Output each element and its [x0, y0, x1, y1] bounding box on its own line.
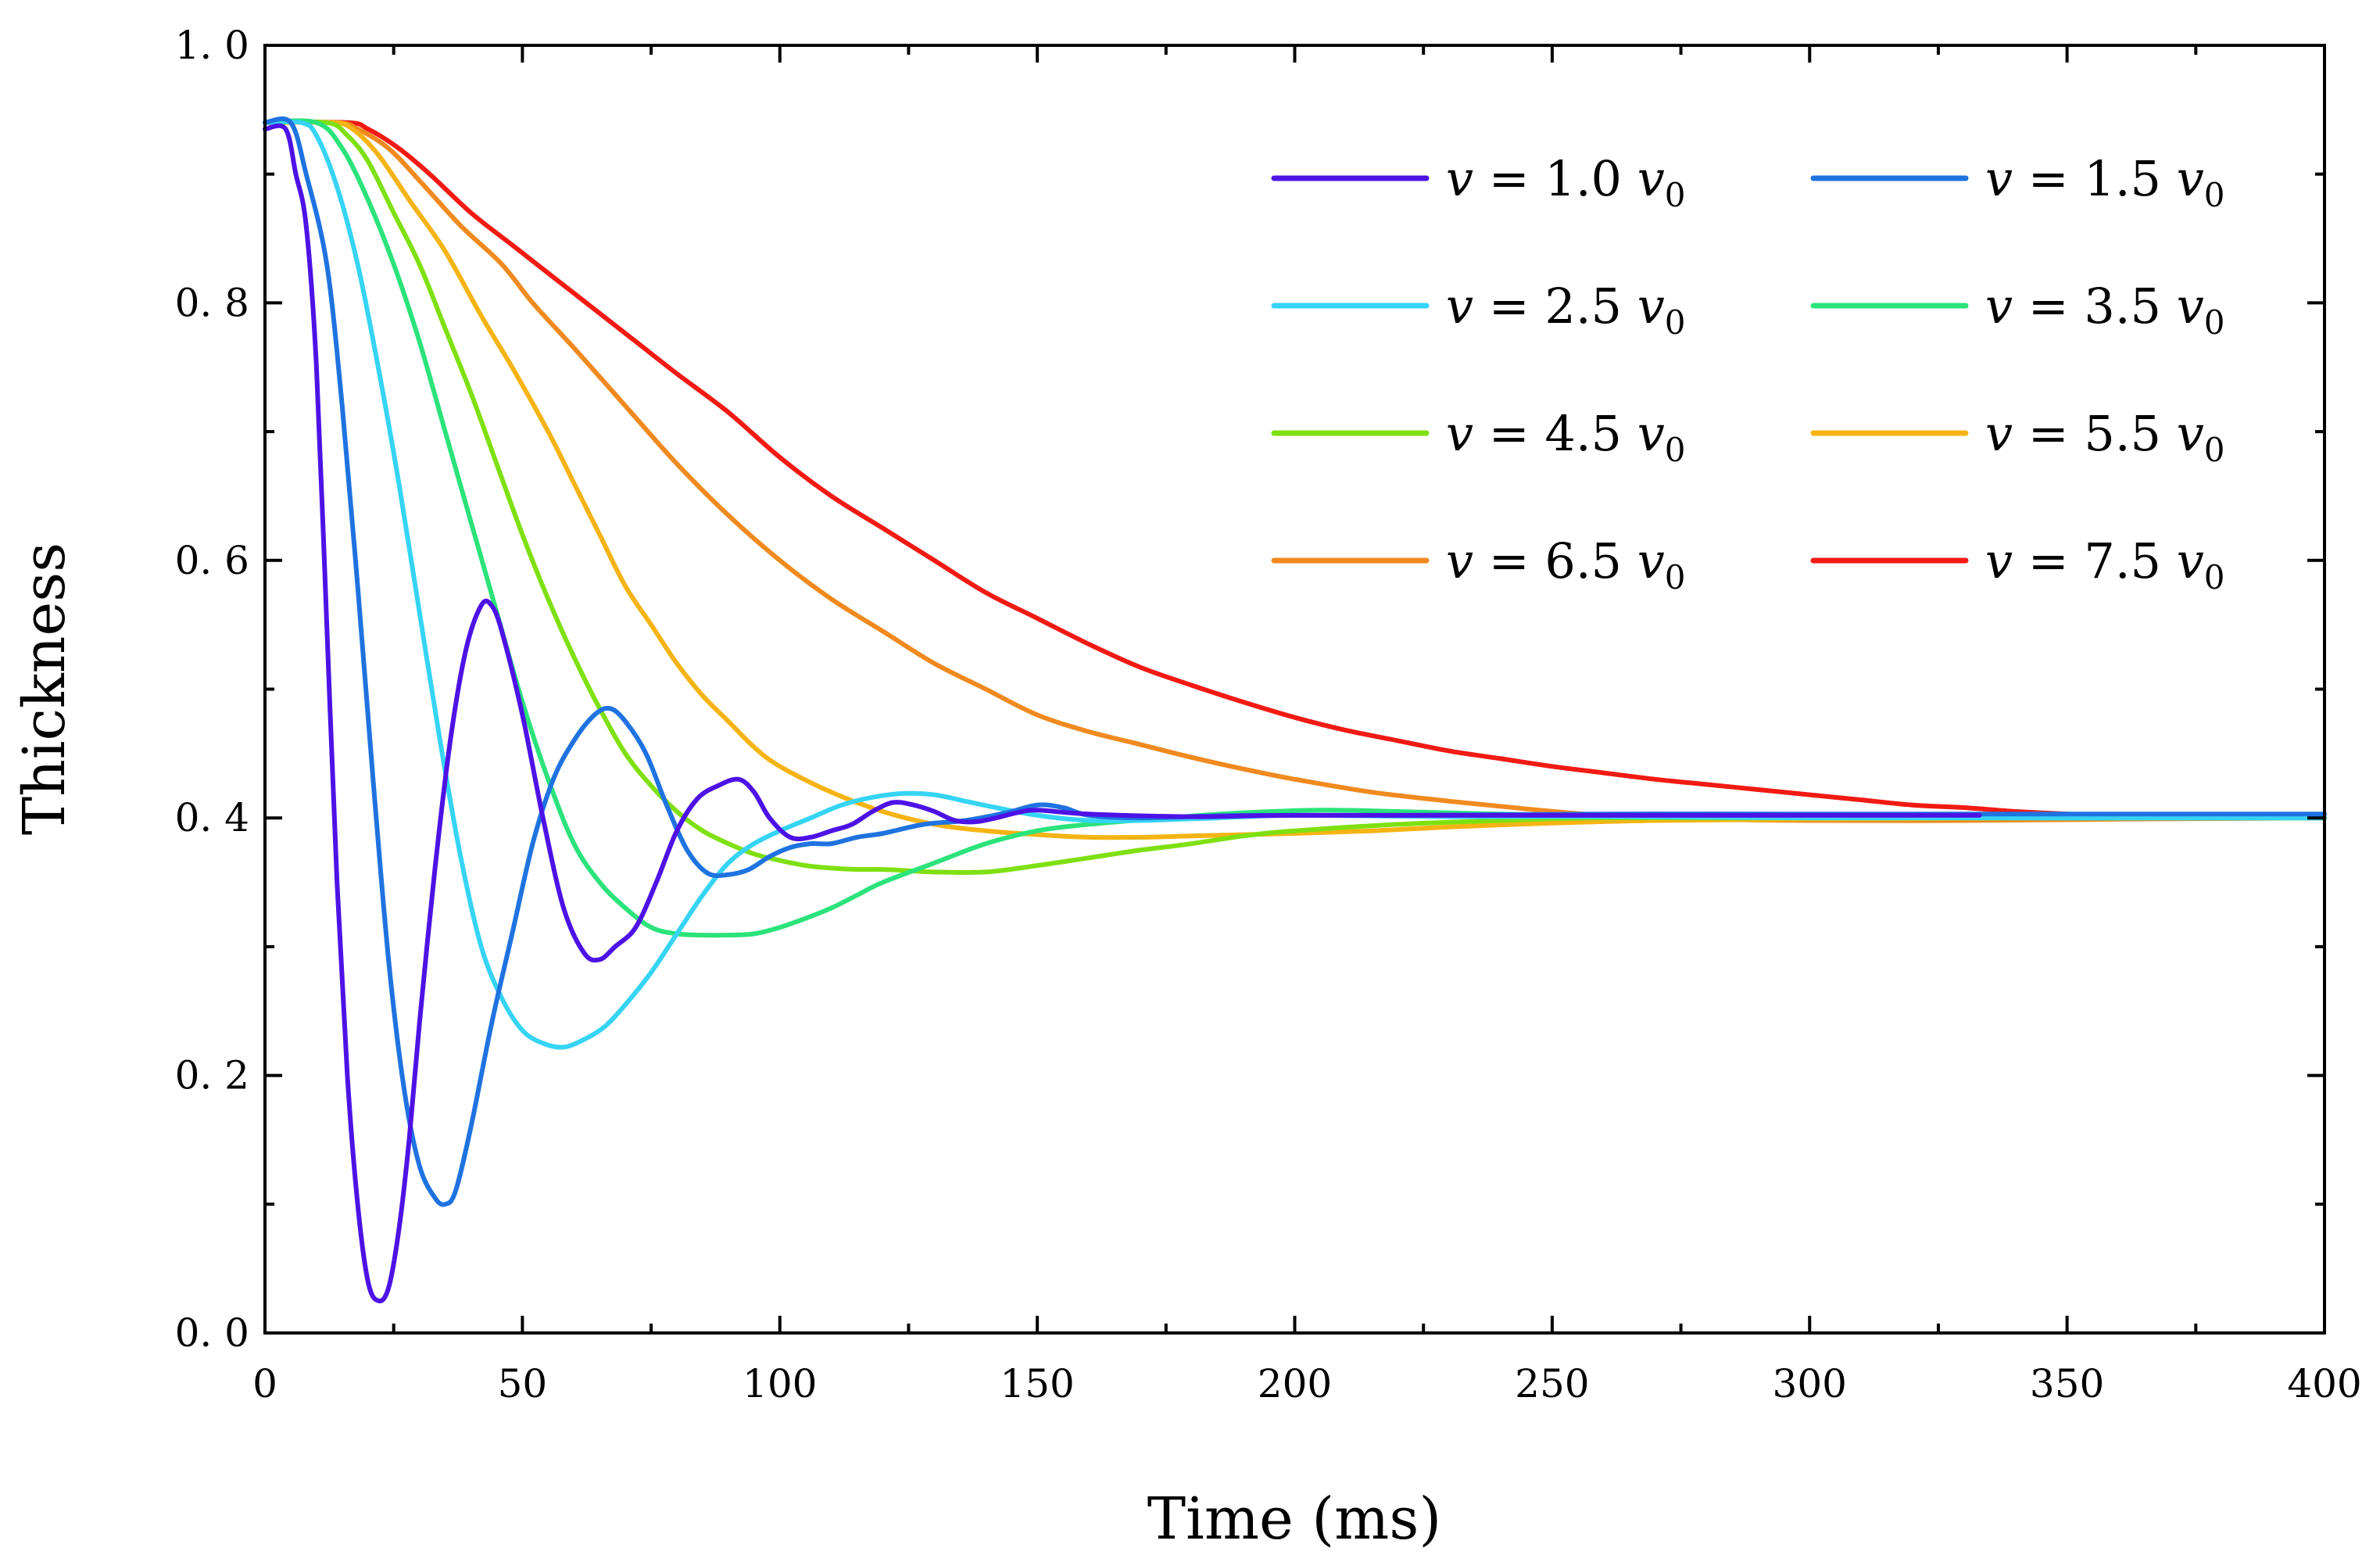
- tick-layer: 0 50 100 150 200 250 300 350 400 0. 0 0. 2 0. 4 0. 6…: [175, 23, 2362, 1406]
- x-tick-label: 300: [1773, 1361, 1847, 1406]
- y-tick-label: 0. 4: [175, 795, 249, 840]
- legend-entry-7: v = 7.5 v0: [1810, 532, 2224, 597]
- legend-label: v = 7.5 v0: [1985, 532, 2224, 597]
- x-tick-label: 0: [252, 1361, 277, 1406]
- series-layer: [263, 116, 2327, 1304]
- series-line-0: [263, 123, 1982, 1304]
- legend-entry-0: v = 1.0 v0: [1271, 150, 1685, 214]
- legend-label: v = 3.5 v0: [1985, 278, 2224, 342]
- x-axis-title: Time (ms): [1147, 1485, 1441, 1551]
- x-tick-label: 150: [1000, 1361, 1074, 1406]
- series-line-4: [263, 119, 2327, 876]
- x-tick-label: 250: [1515, 1361, 1589, 1406]
- legend-entry-1: v = 1.5 v0: [1810, 150, 2224, 214]
- legend-label: v = 1.5 v0: [1985, 150, 2224, 214]
- y-tick-label: 0. 6: [175, 538, 249, 583]
- legend-entry-4: v = 4.5 v0: [1271, 405, 1685, 469]
- y-tick-label: 0. 2: [175, 1053, 249, 1098]
- legend: v = 1.0 v0 v = 1.5 v0 v = 2.5 v0 v = 3.5 v0…: [1271, 150, 2224, 597]
- x-tick-label: 350: [2030, 1361, 2104, 1406]
- x-tick-label: 100: [743, 1361, 817, 1406]
- legend-entry-3: v = 3.5 v0: [1810, 278, 2224, 342]
- legend-label: v = 2.5 v0: [1446, 278, 1685, 342]
- legend-label: v = 6.5 v0: [1446, 532, 1685, 597]
- legend-entry-5: v = 5.5 v0: [1810, 405, 2224, 469]
- x-tick-label: 50: [498, 1361, 548, 1406]
- y-tick-label: 0. 0: [175, 1310, 249, 1356]
- legend-entry-6: v = 6.5 v0: [1271, 532, 1685, 597]
- legend-entry-2: v = 2.5 v0: [1271, 278, 1685, 342]
- legend-label: v = 1.0 v0: [1446, 150, 1685, 214]
- y-axis-title: Thickness: [11, 543, 78, 835]
- x-tick-label: 400: [2287, 1361, 2361, 1406]
- y-tick-label: 1. 0: [175, 23, 249, 68]
- y-tick-label: 0. 8: [175, 280, 249, 325]
- legend-label: v = 4.5 v0: [1446, 405, 1685, 469]
- x-tick-label: 200: [1258, 1361, 1332, 1406]
- series-line-7: [263, 120, 2327, 821]
- legend-label: v = 5.5 v0: [1985, 405, 2224, 469]
